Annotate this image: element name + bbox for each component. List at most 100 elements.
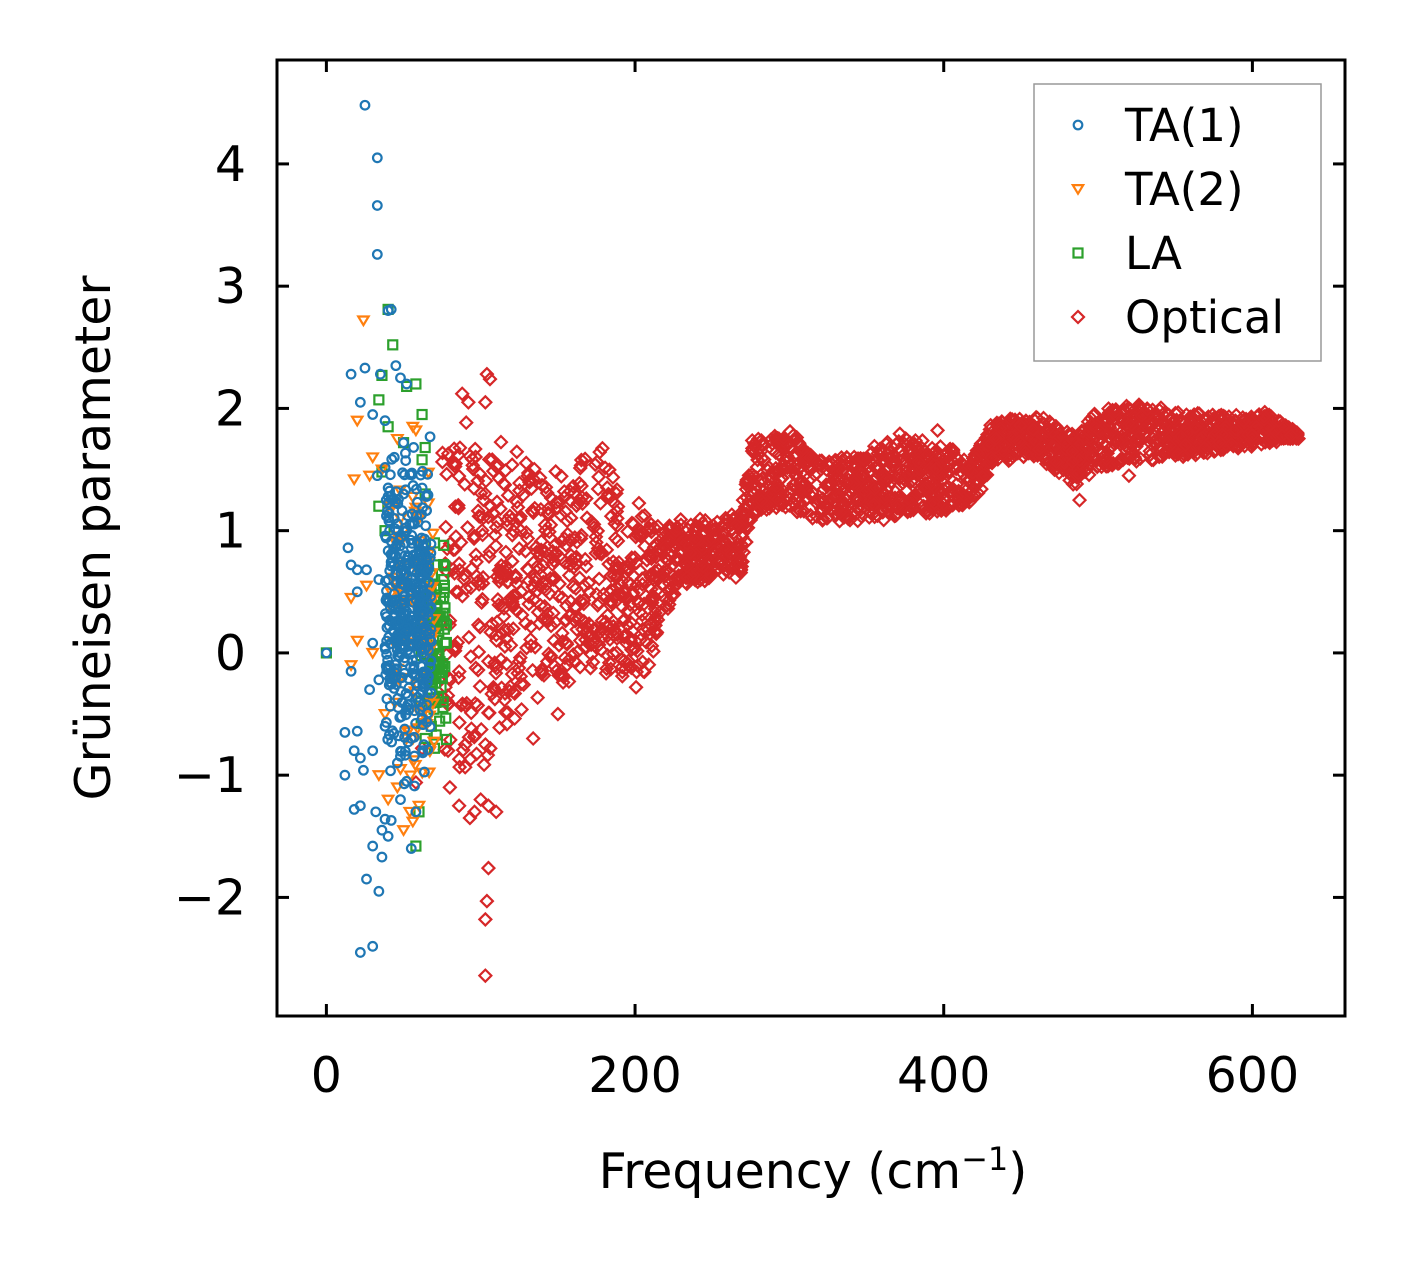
data-point [398,778,410,790]
scatter-series-layer [320,99,1307,984]
optical-point [551,637,567,653]
data-point [391,644,403,655]
legend-entry-la: LA [1072,227,1182,280]
data-point [438,579,450,591]
data-point [410,717,422,729]
optical-point [458,415,474,431]
data-point [395,372,406,384]
optical-point [810,457,826,473]
data-point [454,386,470,402]
optical-point [548,463,564,480]
data-point [403,770,418,783]
optical-point [746,445,762,461]
optical-point [641,657,657,673]
data-point [425,528,440,541]
optical-point [452,440,468,456]
data-point [421,596,433,608]
data-point [417,647,428,659]
optical-point [697,512,713,529]
y-tick-label: 1 [215,503,246,560]
optical-point [464,560,480,576]
optical-point [1142,443,1158,459]
optical-point [988,431,1004,447]
optical-point [640,548,656,564]
optical-point [786,476,802,492]
optical-point [1121,401,1137,417]
legend-entry-ta-2-: TA(2) [1070,163,1244,216]
optical-point [637,507,653,524]
optical-point [509,494,525,510]
optical-point [565,478,581,494]
data-point [365,452,380,465]
y-tick-label: 3 [215,258,246,315]
optical-point [509,444,525,460]
optical-point [933,483,949,499]
optical-point [565,579,581,595]
optical-point [1040,421,1057,437]
optical-point [546,658,563,674]
optical-point [770,491,786,507]
data-point [439,560,451,572]
optical-point [490,514,506,530]
optical-point [546,572,562,588]
data-point [351,725,363,737]
optical-point [890,498,906,514]
optical-point [609,510,625,526]
optical-point [481,451,497,468]
optical-point [828,453,845,469]
optical-point [629,527,645,543]
x-tick-label: 400 [897,1047,991,1104]
optical-point [1081,423,1098,440]
data-point [356,315,371,328]
data-point [482,371,498,387]
optical-point [488,665,504,681]
optical-point [590,597,606,613]
optical-point [497,692,513,708]
optical-point [687,522,703,538]
legend-marker [1070,184,1086,196]
optical-point [1153,414,1169,430]
tick-labels: 0 200 400 600 −2 −1 0 1 2 3 4 [174,136,1299,1104]
optical-point [581,627,597,643]
optical-point [611,554,627,571]
optical-point [546,553,562,569]
data-point [466,804,483,820]
optical-point [1103,439,1119,455]
optical-point [1062,472,1078,488]
data-point [440,712,452,724]
optical-point [1025,422,1041,438]
optical-point [917,481,933,497]
optical-point [773,448,789,464]
optical-point [1047,436,1063,452]
optical-point [974,469,990,485]
optical-point [1080,414,1096,430]
optical-point [520,468,536,484]
data-point [388,451,400,463]
optical-point [496,475,512,492]
optical-point [1058,434,1074,450]
data-point [1244,427,1260,443]
optical-point [875,468,891,484]
optical-point [786,460,802,476]
optical-point [1136,422,1152,438]
optical-point [471,644,487,660]
data-point [380,575,391,587]
data-point [386,725,398,737]
optical-point [487,691,503,707]
data-point [424,634,436,645]
optical-point [645,643,661,659]
data-point [388,682,400,694]
optical-point [511,482,528,499]
data-point [385,556,397,568]
optical-point [1151,441,1168,457]
optical-point [543,648,559,664]
optical-point [1138,426,1154,442]
data-point [477,911,493,927]
optical-point [1275,419,1291,435]
optical-point [753,443,769,459]
optical-point [504,457,520,473]
data-point [399,656,410,668]
optical-point [1010,430,1026,446]
data-point [354,752,366,764]
data-point [395,711,407,722]
